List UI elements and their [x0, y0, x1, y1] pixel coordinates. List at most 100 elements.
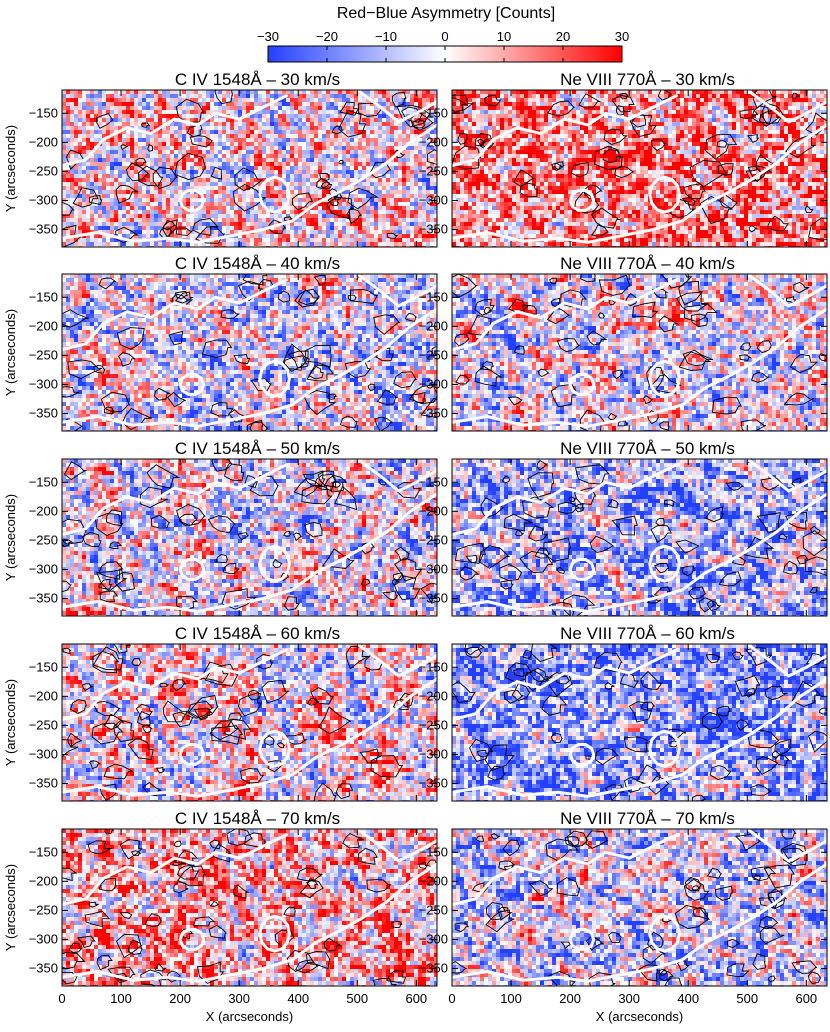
heatmap-cell	[394, 234, 398, 238]
heatmap-cell	[254, 218, 258, 222]
heatmap-cell	[696, 118, 700, 122]
heatmap-cell	[290, 226, 294, 230]
heatmap-cell	[302, 94, 306, 98]
heatmap-cell	[330, 238, 334, 242]
heatmap-cell	[250, 142, 254, 146]
heatmap-cell	[250, 118, 254, 122]
heatmap-cell	[286, 142, 290, 146]
heatmap-cell	[286, 106, 290, 110]
heatmap-cell	[696, 134, 700, 138]
heatmap-cell	[788, 90, 792, 94]
heatmap-cell	[402, 106, 406, 110]
heatmap-cell	[266, 150, 270, 154]
heatmap-cell	[398, 158, 402, 162]
heatmap-cell	[656, 122, 660, 126]
heatmap-cell	[270, 142, 274, 146]
heatmap-cell	[402, 138, 406, 142]
heatmap-cell	[812, 122, 816, 126]
heatmap-cell	[274, 154, 278, 158]
heatmap-cell	[214, 174, 218, 178]
heatmap-cell	[362, 178, 366, 182]
heatmap-cell	[162, 150, 166, 154]
heatmap-cell	[190, 154, 194, 158]
heatmap-cell	[158, 98, 162, 102]
heatmap-cell	[174, 162, 178, 166]
heatmap-cell	[118, 238, 122, 242]
heatmap-cell	[86, 182, 90, 186]
heatmap-cell	[198, 98, 202, 102]
heatmap-cell	[206, 226, 210, 230]
heatmap-cell	[106, 230, 110, 234]
heatmap-cell	[186, 186, 190, 190]
heatmap-cell	[410, 174, 414, 178]
heatmap-cell	[406, 98, 410, 102]
heatmap-cell	[154, 110, 158, 114]
heatmap-cell	[178, 126, 182, 130]
heatmap-cell	[66, 130, 70, 134]
heatmap-cell	[326, 138, 330, 142]
heatmap-cell	[226, 126, 230, 130]
heatmap-cell	[162, 98, 166, 102]
heatmap-cell	[608, 134, 612, 138]
heatmap-cell	[134, 226, 138, 230]
heatmap-cell	[358, 174, 362, 178]
heatmap-cell	[684, 102, 688, 106]
heatmap-cell	[788, 106, 792, 110]
heatmap-cell	[684, 110, 688, 114]
heatmap-cell	[150, 218, 154, 222]
heatmap-cell	[214, 142, 218, 146]
heatmap-cell	[314, 174, 318, 178]
heatmap-cell	[540, 102, 544, 106]
heatmap-cell	[234, 178, 238, 182]
heatmap-cell	[310, 182, 314, 186]
heatmap-cell	[816, 114, 820, 118]
heatmap-cell	[266, 202, 270, 206]
heatmap-cell	[536, 126, 540, 130]
heatmap-cell	[532, 94, 536, 98]
heatmap-cell	[126, 178, 130, 182]
heatmap-cell	[222, 142, 226, 146]
heatmap-cell	[210, 162, 214, 166]
heatmap-cell	[584, 90, 588, 94]
heatmap-cell	[314, 138, 318, 142]
heatmap-cell	[130, 110, 134, 114]
heatmap-cell	[604, 106, 608, 110]
heatmap-cell	[134, 218, 138, 222]
heatmap-cell	[544, 94, 548, 98]
heatmap-cell	[98, 242, 102, 246]
heatmap-cell	[78, 130, 82, 134]
heatmap-cell	[672, 122, 676, 126]
heatmap-cell	[548, 130, 552, 134]
heatmap-cell	[62, 122, 66, 126]
heatmap-cell	[122, 198, 126, 202]
heatmap-cell	[370, 230, 374, 234]
heatmap-cell	[270, 206, 274, 210]
heatmap-cell	[350, 146, 354, 150]
heatmap-cell	[660, 106, 664, 110]
heatmap-cell	[644, 118, 648, 122]
heatmap-cell	[190, 174, 194, 178]
heatmap-cell	[434, 214, 437, 218]
heatmap-cell	[378, 178, 382, 182]
heatmap-cell	[382, 194, 386, 198]
heatmap-cell	[824, 114, 827, 118]
heatmap-cell	[536, 106, 540, 110]
heatmap-cell	[106, 222, 110, 226]
heatmap-cell	[162, 138, 166, 142]
heatmap-cell	[266, 222, 270, 226]
heatmap-cell	[210, 182, 214, 186]
black-contour	[210, 166, 223, 180]
heatmap-cell	[624, 118, 628, 122]
heatmap-cell	[278, 218, 282, 222]
heatmap-cell	[406, 154, 410, 158]
heatmap-cell	[290, 186, 294, 190]
heatmap-cell	[190, 130, 194, 134]
heatmap-cell	[98, 118, 102, 122]
heatmap-cell	[98, 178, 102, 182]
heatmap-cell	[608, 114, 612, 118]
heatmap-cell	[418, 202, 422, 206]
heatmap-cell	[234, 174, 238, 178]
heatmap-cell	[94, 226, 98, 230]
heatmap-cell	[410, 210, 414, 214]
heatmap-cell	[500, 130, 504, 134]
